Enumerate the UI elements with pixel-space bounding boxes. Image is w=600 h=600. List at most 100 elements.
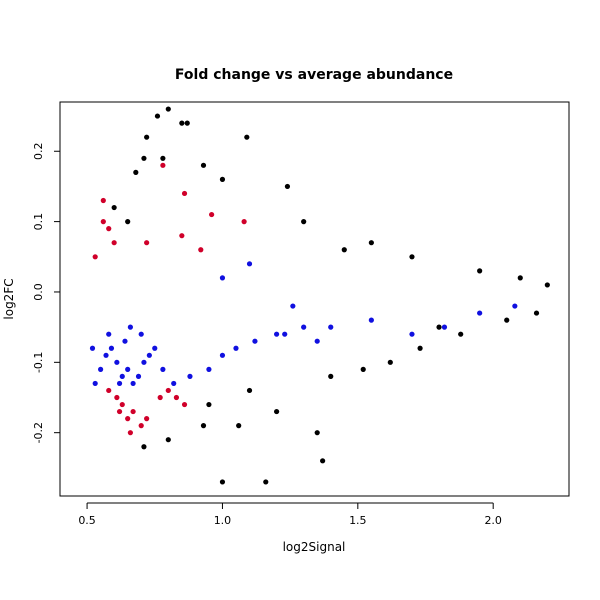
x-tick-label: 0.5 <box>78 514 96 527</box>
data-point <box>111 240 117 246</box>
data-point <box>301 324 307 330</box>
data-point <box>141 359 147 365</box>
data-point <box>200 423 207 429</box>
data-point <box>127 430 133 436</box>
data-point <box>106 331 112 337</box>
data-point <box>320 458 326 464</box>
data-point <box>157 394 163 401</box>
data-point <box>290 303 296 309</box>
data-point <box>100 197 106 204</box>
data-point <box>409 331 415 337</box>
data-point <box>458 331 464 337</box>
data-point <box>387 359 393 365</box>
data-point <box>198 247 204 253</box>
data-point <box>533 310 540 316</box>
y-axis: -0.2 -0.1 0.0 0.1 0.2 <box>32 143 61 443</box>
data-point <box>314 338 320 344</box>
data-point <box>244 134 250 140</box>
chart-title: Fold change vs average abundance <box>175 67 453 83</box>
data-point <box>130 380 136 387</box>
data-point <box>409 254 415 260</box>
data-point <box>241 219 247 225</box>
data-point <box>106 226 112 232</box>
data-point <box>160 366 166 372</box>
data-point <box>146 352 152 358</box>
data-point <box>200 162 207 168</box>
data-point <box>119 373 125 379</box>
data-point <box>341 247 347 253</box>
data-point <box>125 416 131 422</box>
y-tick-label: -0.2 <box>32 422 45 443</box>
data-point <box>179 233 185 239</box>
data-point <box>314 430 320 436</box>
data-point <box>209 211 215 218</box>
data-point <box>108 345 115 351</box>
data-point <box>246 261 253 267</box>
data-point <box>236 423 242 429</box>
data-point <box>181 190 188 197</box>
data-point <box>127 324 133 330</box>
x-tick-label: 2.0 <box>484 514 502 527</box>
data-point <box>119 401 125 408</box>
data-point <box>92 254 98 260</box>
y-tick-label: 0.2 <box>32 143 45 161</box>
data-point <box>144 134 150 140</box>
data-point <box>417 345 423 351</box>
data-point <box>89 345 96 351</box>
data-point <box>141 444 147 450</box>
y-tick-label: 0.0 <box>32 283 45 301</box>
y-tick-label: 0.1 <box>32 213 45 231</box>
data-point <box>179 120 185 126</box>
data-point <box>301 219 307 225</box>
points-layer <box>89 106 550 485</box>
data-point <box>274 331 280 337</box>
plot-frame <box>59 101 570 497</box>
data-point <box>282 331 288 337</box>
data-point <box>138 331 144 337</box>
data-point <box>328 373 334 379</box>
data-point <box>160 155 166 161</box>
x-axis: 0.5 1.0 1.5 2.0 <box>78 502 502 527</box>
data-point <box>441 324 448 330</box>
data-point <box>263 479 269 485</box>
y-axis-label: log2FC <box>2 278 16 319</box>
data-point <box>246 387 253 394</box>
y-tick-label: -0.1 <box>32 352 45 373</box>
data-point <box>274 408 280 415</box>
data-point <box>368 240 374 246</box>
data-point <box>219 352 226 358</box>
data-point <box>436 324 442 330</box>
data-point <box>328 324 334 330</box>
data-point <box>477 310 483 316</box>
data-point <box>252 338 258 344</box>
data-point <box>517 275 523 281</box>
data-point <box>284 183 291 190</box>
data-point <box>114 394 120 401</box>
data-point <box>360 366 366 372</box>
x-tick-label: 1.5 <box>349 514 367 527</box>
data-point <box>141 155 147 161</box>
data-point <box>206 401 212 408</box>
data-point <box>184 120 190 126</box>
data-point <box>103 352 109 358</box>
data-point <box>233 345 239 351</box>
data-point <box>219 275 226 281</box>
data-point <box>116 408 123 415</box>
data-point <box>187 373 193 379</box>
data-point <box>160 162 166 168</box>
data-point <box>122 338 128 344</box>
data-point <box>116 380 123 387</box>
data-point <box>173 394 180 401</box>
data-point <box>100 219 106 225</box>
data-point <box>165 106 171 112</box>
data-point <box>206 366 212 372</box>
data-point <box>130 408 136 415</box>
x-axis-label: log2Signal <box>283 540 346 554</box>
data-point <box>111 204 117 211</box>
data-point <box>138 423 144 429</box>
data-point <box>133 169 139 175</box>
data-point <box>106 387 112 394</box>
data-point <box>544 282 550 288</box>
data-point <box>125 219 131 225</box>
